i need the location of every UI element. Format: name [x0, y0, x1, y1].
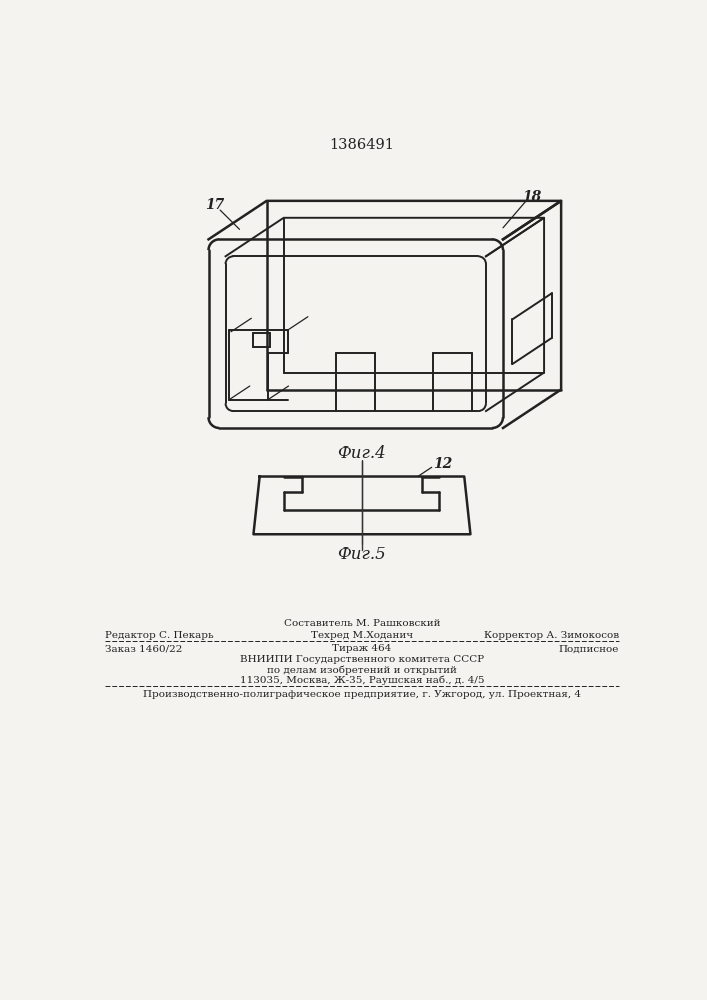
Text: Техред М.Ходанич: Техред М.Ходанич [311, 631, 413, 640]
Text: ВНИИПИ Государственного комитета СССР: ВНИИПИ Государственного комитета СССР [240, 655, 484, 664]
Text: Фиг.5: Фиг.5 [337, 546, 386, 563]
Text: 12: 12 [433, 457, 452, 471]
Text: Тираж 464: Тираж 464 [332, 644, 392, 653]
Text: Редактор С. Пекарь: Редактор С. Пекарь [105, 631, 214, 640]
Text: 17: 17 [205, 198, 224, 212]
Text: 18: 18 [522, 190, 542, 204]
Text: Корректор А. Зимокосов: Корректор А. Зимокосов [484, 631, 619, 640]
Text: Фиг.4: Фиг.4 [337, 445, 386, 462]
Text: Составитель М. Рашковский: Составитель М. Рашковский [284, 619, 440, 628]
Text: Производственно-полиграфическое предприятие, г. Ужгород, ул. Проектная, 4: Производственно-полиграфическое предприя… [143, 690, 581, 699]
Text: 113035, Москва, Ж-35, Раушская наб., д. 4/5: 113035, Москва, Ж-35, Раушская наб., д. … [240, 675, 484, 685]
Text: Заказ 1460/22: Заказ 1460/22 [105, 644, 183, 653]
Text: Подписное: Подписное [559, 644, 619, 653]
Text: по делам изобретений и открытий: по делам изобретений и открытий [267, 665, 457, 675]
Text: 1386491: 1386491 [329, 138, 395, 152]
